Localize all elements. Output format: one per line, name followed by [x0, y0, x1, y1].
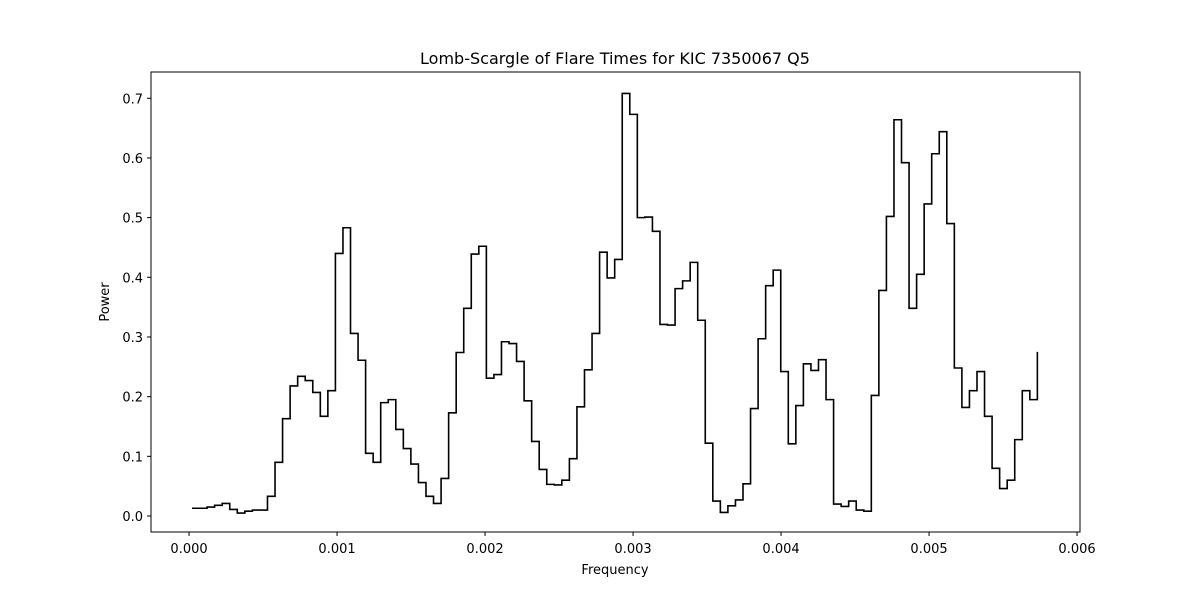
y-tick-label: 0.3	[122, 331, 143, 346]
x-tick-label: 0.006	[1058, 542, 1095, 557]
y-tick-label: 0.7	[122, 92, 143, 107]
y-tick-label: 0.6	[122, 152, 143, 167]
chart-title: Lomb-Scargle of Flare Times for KIC 7350…	[420, 49, 810, 68]
y-tick-label: 0.0	[122, 510, 143, 525]
x-tick-label: 0.001	[318, 542, 355, 557]
y-tick-label: 0.1	[122, 450, 143, 465]
x-tick-label: 0.002	[466, 542, 503, 557]
y-axis-label: Power	[98, 282, 113, 322]
y-tick-label: 0.2	[122, 391, 143, 406]
y-tick-label: 0.4	[122, 271, 143, 286]
step-line	[191, 92, 1039, 514]
y-tick-label: 0.5	[122, 212, 143, 227]
x-tick-label: 0.004	[762, 542, 799, 557]
x-tick-label: 0.003	[614, 542, 651, 557]
x-tick-label: 0.005	[910, 542, 947, 557]
plot-frame	[150, 71, 1081, 533]
x-axis-label: Frequency	[581, 563, 648, 578]
x-tick-label: 0.000	[170, 542, 207, 557]
